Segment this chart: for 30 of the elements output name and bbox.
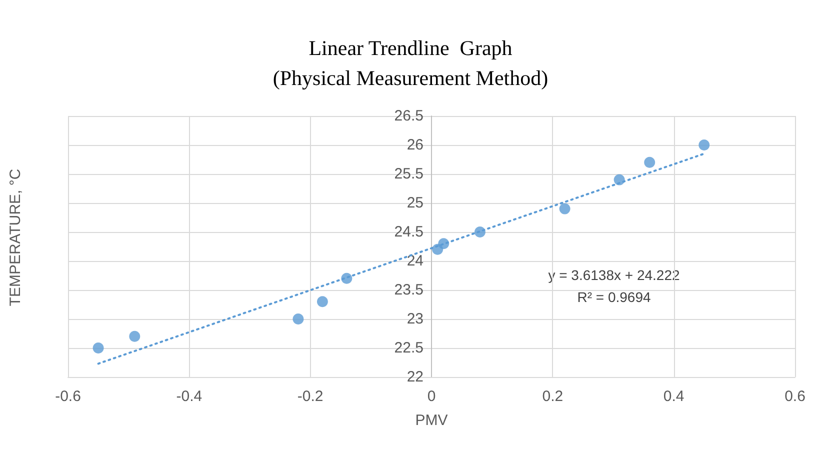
point — [292, 314, 304, 324]
point — [614, 174, 625, 186]
point — [474, 226, 486, 238]
y-tick-label: 24.5 — [394, 224, 424, 240]
point — [316, 296, 328, 308]
point — [559, 203, 570, 214]
x-axis-title: PMV — [415, 412, 448, 429]
y-tick-label: 23 — [406, 310, 424, 328]
y-tick-label: 25 — [406, 194, 424, 212]
y-axis-title: TEMPERATURE, °C — [7, 168, 24, 306]
x-tick-label: 0.2 — [542, 388, 564, 405]
y-tick-label: 22.5 — [394, 340, 424, 356]
y-tick-label: 25.5 — [394, 166, 424, 182]
point — [644, 156, 656, 168]
x-tick-label: 0.6 — [784, 388, 806, 405]
x-tick-label: -0.2 — [297, 388, 324, 405]
point — [129, 330, 140, 342]
y-tick-label: 26.5 — [394, 108, 424, 124]
chart-title: Linear Trendline Graph (Physical Measurement Method) — [272, 36, 548, 90]
x-tick-label: -0.4 — [176, 388, 202, 405]
point — [698, 140, 710, 150]
x-tick-label: 0.4 — [663, 388, 684, 405]
x-tick-label: -0.6 — [55, 388, 81, 405]
y-tick-label: 22 — [406, 368, 424, 386]
point — [341, 272, 352, 284]
y-tick-label: 23.5 — [394, 282, 424, 298]
y-tick-label: 26 — [406, 136, 424, 154]
point — [438, 238, 450, 250]
x-tick-label: 0 — [427, 388, 436, 405]
point — [92, 342, 104, 354]
